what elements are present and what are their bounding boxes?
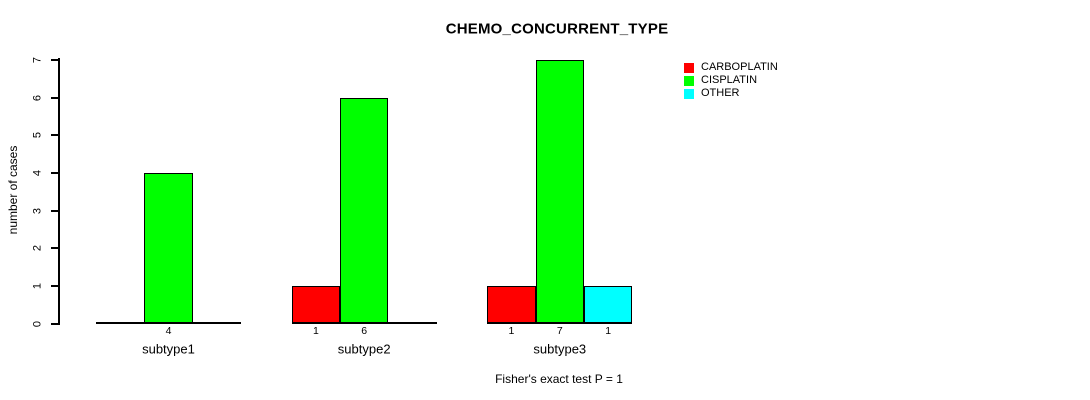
y-axis-tick-label: 0 — [31, 320, 44, 327]
legend-label: CARBOPLATIN — [701, 61, 778, 73]
bar-value-label: 6 — [361, 324, 368, 337]
x-axis-category-label: subtype3 — [533, 341, 587, 357]
bar-carboplatin-subtype3 — [487, 285, 536, 324]
y-axis-tick-label: 2 — [31, 245, 44, 252]
bar-other-subtype3 — [583, 285, 633, 324]
y-axis-tick-label: 4 — [31, 169, 44, 176]
y-axis-tick-label: 1 — [31, 282, 44, 289]
legend-swatch-icon — [684, 88, 694, 99]
bar-cisplatin-subtype3 — [535, 59, 584, 324]
chart-title: CHEMO_CONCURRENT_TYPE — [445, 20, 669, 38]
legend-label: CISPLATIN — [701, 74, 758, 86]
y-axis-tick — [51, 247, 58, 250]
y-axis-label: number of cases — [6, 145, 20, 235]
legend-row: CARBOPLATIN — [684, 61, 778, 74]
bar-cisplatin-subtype2 — [340, 97, 389, 324]
bar-value-label: 4 — [165, 324, 172, 337]
bar-carboplatin-subtype2 — [291, 285, 341, 324]
bar-cisplatin-subtype1 — [144, 172, 193, 324]
legend-row: OTHER — [684, 87, 778, 100]
annotation-fishers-exact-test: Fisher's exact test P = 1 — [495, 372, 623, 386]
x-axis-category-label: subtype1 — [142, 341, 195, 357]
legend-row: CISPLATIN — [684, 74, 778, 87]
bar-value-label: 1 — [508, 324, 515, 337]
bar-value-label: 7 — [556, 324, 563, 337]
y-axis-tick — [51, 171, 58, 174]
y-axis-tick-label: 3 — [31, 207, 44, 214]
bar-value-label: 1 — [312, 324, 319, 337]
y-axis-tick — [51, 134, 58, 137]
y-axis-tick — [51, 284, 58, 287]
y-axis-tick — [51, 96, 58, 99]
legend-swatch-icon — [684, 75, 694, 86]
bar-value-label: 1 — [605, 324, 612, 337]
legend-swatch-icon — [684, 62, 694, 73]
y-axis-tick-label: 5 — [31, 132, 44, 139]
y-axis-tick — [51, 209, 58, 212]
legend-label: OTHER — [701, 87, 740, 99]
y-axis-line — [58, 58, 60, 325]
y-axis-tick — [51, 58, 58, 61]
y-axis-tick-label: 7 — [31, 56, 44, 63]
y-axis-tick — [51, 322, 58, 325]
y-axis-tick-label: 6 — [31, 94, 44, 101]
x-axis-category-label: subtype2 — [337, 341, 391, 357]
legend: CARBOPLATIN CISPLATIN OTHER — [684, 61, 778, 100]
